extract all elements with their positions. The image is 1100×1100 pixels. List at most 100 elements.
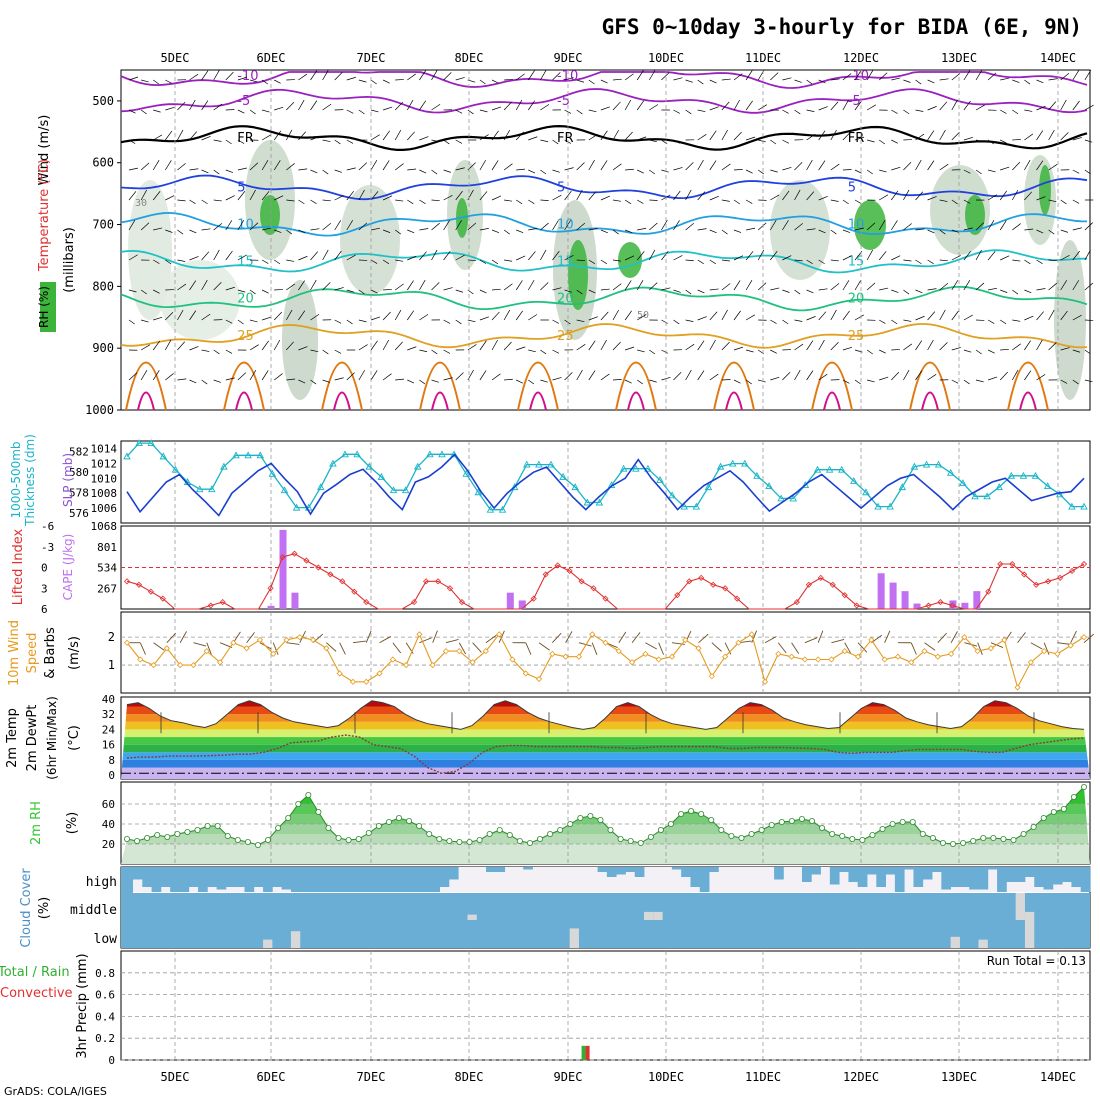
cloud-high-bar xyxy=(997,867,1007,892)
rh-point xyxy=(436,836,443,843)
wind10-speed-point xyxy=(1001,636,1008,643)
wind-barb xyxy=(274,259,281,265)
wind-barb xyxy=(733,99,740,111)
wind-barb xyxy=(213,249,220,261)
wind-barb xyxy=(588,259,596,264)
rh-point xyxy=(194,827,201,834)
wind-barb xyxy=(479,134,489,141)
wind10-barb xyxy=(751,630,758,643)
rh-point xyxy=(577,815,584,822)
axis-label-temp-unit: (°C) xyxy=(67,725,82,751)
wind10-barb xyxy=(977,642,983,655)
wind10-speed-point xyxy=(496,631,503,638)
cloud-row-label: middle xyxy=(70,903,117,918)
rh-point xyxy=(275,825,282,832)
thickness-point xyxy=(389,486,398,494)
date-label-top: 6DEC xyxy=(257,51,286,65)
isotherm-label: 25 xyxy=(237,329,254,344)
rh-point xyxy=(1081,784,1088,791)
lifted-index-point xyxy=(590,585,597,592)
wind-barb xyxy=(394,101,404,111)
wind-barb xyxy=(346,76,356,81)
lifted-index-point xyxy=(1045,578,1052,585)
wind-barb xyxy=(612,309,619,321)
wind-barb xyxy=(624,73,634,81)
wind-barb xyxy=(153,109,161,113)
wind-barb xyxy=(891,289,899,293)
cloud-high-bar xyxy=(1043,867,1054,890)
cloud-high-bar xyxy=(867,867,877,875)
thickness-point xyxy=(498,505,507,513)
wind-barb xyxy=(842,131,851,141)
wind-barb xyxy=(370,340,378,351)
wind-barb xyxy=(431,222,440,231)
lifted-index-point xyxy=(207,602,214,609)
wind-barb xyxy=(249,289,256,295)
thickness-point xyxy=(583,498,592,506)
date-label-bottom: 8DEC xyxy=(455,1070,484,1084)
isotherm-label: 15 xyxy=(848,255,865,270)
rh-point xyxy=(486,831,493,838)
wind-barb xyxy=(1084,249,1091,261)
cloud-middle-gap xyxy=(1024,911,1035,920)
wind10-speed-point xyxy=(216,659,224,666)
lifted-index-point xyxy=(147,588,154,595)
wind-barb xyxy=(177,229,184,235)
wind-barb xyxy=(588,370,596,381)
wind-barb xyxy=(564,77,574,81)
wind-barb xyxy=(213,103,223,111)
wind-barb xyxy=(746,349,754,353)
wind-barb xyxy=(274,106,284,111)
cloud-high-bar xyxy=(263,867,273,892)
wind-barb xyxy=(903,289,910,295)
wind-barb xyxy=(1000,255,1010,261)
wind10-speed-point xyxy=(761,678,769,685)
wind10-barb xyxy=(365,630,372,643)
cloud-high-bar xyxy=(151,867,162,892)
cloud-low-gap xyxy=(263,939,273,948)
wind-barb xyxy=(528,70,535,81)
thickness-point xyxy=(474,488,483,496)
wind-barb xyxy=(1048,229,1055,235)
wind-barb xyxy=(697,134,707,141)
wind-barb xyxy=(999,220,1007,231)
cloud-high-bar xyxy=(328,867,338,892)
wind-barb xyxy=(721,229,728,235)
cloud-mid-low-fill xyxy=(133,893,1090,948)
wind10-barb xyxy=(950,631,958,643)
rh-point xyxy=(134,838,141,845)
slp-tick-label: 1012 xyxy=(91,457,118,470)
cloud-high-bar xyxy=(941,867,952,890)
rh-tick-label: 20 xyxy=(102,838,115,851)
wind-barb xyxy=(1048,259,1057,262)
wind-barb xyxy=(298,280,305,291)
wind10-speed-point xyxy=(788,653,795,660)
cloud-high-bar xyxy=(318,867,329,892)
thickness-point xyxy=(777,494,785,502)
wind-barb xyxy=(806,289,814,294)
wind-barb xyxy=(467,109,474,115)
wind-barb xyxy=(552,287,562,291)
wind-barb xyxy=(141,319,149,323)
rh-point xyxy=(355,836,362,843)
rh-point xyxy=(537,836,544,843)
wind-barb xyxy=(782,139,789,144)
date-label-bottom: 9DEC xyxy=(554,1070,583,1084)
wind-barb xyxy=(915,79,922,85)
wind-barb xyxy=(637,136,647,141)
wind-barb xyxy=(298,310,306,321)
wind-barb xyxy=(225,169,234,173)
wind10-barb xyxy=(392,642,402,654)
wind10-barb xyxy=(272,642,279,655)
wind-barb xyxy=(733,169,743,171)
wind-barb xyxy=(516,255,526,261)
wind-barb xyxy=(201,379,208,385)
lifted-index-line xyxy=(126,553,1085,610)
lifted-index-point xyxy=(997,560,1004,568)
wind10-speed-point xyxy=(722,653,729,660)
lifted-index-point xyxy=(1068,567,1076,575)
wind-barb xyxy=(237,372,247,381)
wind-barb xyxy=(891,220,898,231)
wind-barb xyxy=(334,250,342,261)
wind10-barb xyxy=(1083,633,1095,644)
